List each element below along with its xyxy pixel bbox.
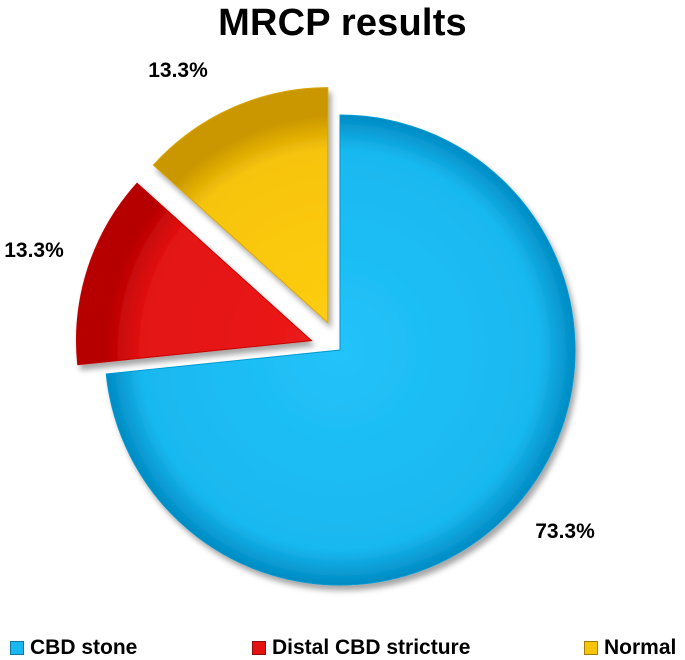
legend: CBD stone Distal CBD stricture Normal	[0, 636, 685, 660]
pie-slice-distal-cbd-stricture	[75, 182, 313, 366]
legend-label-distal-cbd-stricture: Distal CBD stricture	[272, 636, 471, 659]
legend-item-cbd-stone: CBD stone	[10, 636, 137, 660]
data-label-cbd-stone: 73.3%	[535, 520, 595, 543]
chart-title: MRCP results	[218, 2, 467, 44]
legend-swatch-cbd-stone	[10, 641, 24, 655]
data-label-normal: 13.3%	[148, 59, 208, 82]
legend-swatch-normal	[584, 641, 598, 655]
pie-chart: 73.3% 13.3% 13.3%	[4, 59, 595, 586]
legend-item-distal-cbd-stricture: Distal CBD stricture	[252, 636, 470, 660]
legend-label-normal: Normal	[604, 636, 677, 659]
pie-slice-normal	[152, 87, 329, 324]
data-label-distal-cbd-stricture: 13.3%	[4, 239, 64, 262]
legend-swatch-distal-cbd-stricture	[252, 641, 266, 655]
legend-label-cbd-stone: CBD stone	[30, 636, 138, 659]
pie-slice-cbd-stone	[105, 114, 576, 586]
legend-item-normal: Normal	[584, 636, 676, 660]
